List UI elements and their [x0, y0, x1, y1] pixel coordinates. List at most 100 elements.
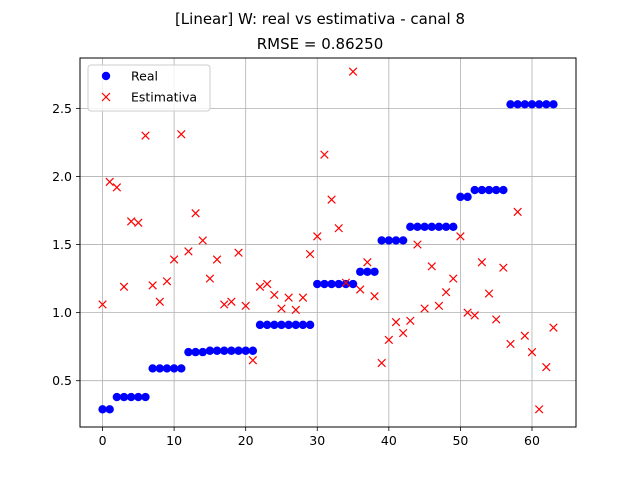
real-point [513, 100, 522, 109]
estimativa-point [370, 292, 379, 301]
real-point [248, 346, 258, 355]
real-point [484, 185, 494, 195]
real-point [234, 346, 243, 355]
y-tick-label: 0.5 [52, 373, 72, 388]
estimativa-point [148, 281, 157, 290]
real-point [148, 364, 157, 373]
real-point [456, 192, 465, 202]
real-point [491, 185, 501, 195]
estimativa-point [298, 293, 308, 302]
real-point [406, 222, 415, 232]
estimativa-point [227, 297, 236, 306]
estimativa-point [534, 405, 544, 414]
estimativa-point [184, 247, 193, 256]
real-point [398, 236, 408, 245]
estimativa-point [377, 358, 386, 368]
real-point [313, 279, 322, 289]
estimativa-point [391, 317, 401, 327]
estimativa-point [484, 289, 494, 298]
real-point [105, 405, 114, 414]
estimativa-point [241, 301, 250, 311]
real-point [470, 185, 479, 195]
real-point [284, 320, 293, 330]
legend: Real Estimativa [87, 64, 211, 112]
real-point [126, 392, 136, 402]
real-point [270, 320, 279, 330]
legend-estimativa-label: Estimativa [131, 90, 197, 105]
real-point [320, 279, 329, 289]
real-point [277, 320, 286, 330]
estimativa-point [456, 232, 465, 241]
real-point [155, 364, 165, 373]
real-point [205, 346, 215, 355]
estimativa-point [277, 304, 286, 313]
estimativa-point [112, 183, 122, 192]
estimativa-point [406, 316, 415, 326]
real-point [449, 222, 458, 232]
x-tick-label: 20 [238, 433, 254, 448]
real-point [262, 320, 272, 330]
real-point [527, 100, 537, 109]
real-point [241, 346, 250, 355]
real-point [542, 100, 551, 109]
real-point [520, 100, 530, 109]
real-point [298, 320, 308, 330]
estimativa-point [212, 255, 222, 264]
estimativa-point [363, 258, 372, 267]
estimativa-point [248, 356, 258, 365]
real-point [413, 222, 422, 232]
estimativa-point [434, 301, 444, 311]
real-point [427, 222, 436, 232]
estimativa-point [205, 274, 215, 283]
chart-title: [Linear] W: real vs estimativa - canal 8 [175, 10, 465, 28]
estimativa-point [119, 282, 129, 291]
real-point [184, 347, 193, 357]
estimativa-point [320, 150, 329, 159]
estimativa-point [355, 285, 365, 294]
estimativa-point [420, 304, 429, 313]
estimativa-point [398, 328, 408, 338]
estimativa-point [449, 274, 458, 283]
estimativa-point [270, 290, 279, 300]
estimativa-point [162, 277, 172, 286]
x-axis: 0 10 20 30 40 50 60 [99, 427, 540, 448]
estimativa-point [542, 362, 551, 372]
estimativa-point [126, 217, 136, 226]
estimativa-point [219, 300, 229, 309]
real-point [477, 185, 487, 195]
real-point [191, 347, 200, 357]
estimativa-point [141, 131, 150, 140]
real-point [334, 279, 343, 289]
legend-real-label: Real [131, 69, 158, 84]
real-point [212, 346, 222, 355]
x-tick-label: 0 [99, 433, 107, 448]
estimativa-point [134, 218, 143, 227]
estimativa-point [491, 315, 501, 324]
estimativa-point [463, 308, 472, 317]
estimativa-point [327, 195, 336, 204]
estimativa-point [291, 305, 301, 315]
estimativa-point [427, 262, 437, 271]
real-point [134, 392, 143, 402]
estimativa-point [413, 240, 422, 249]
real-point [169, 364, 179, 373]
real-point [255, 320, 265, 330]
y-tick-label: 2.0 [52, 169, 72, 184]
real-point [327, 279, 336, 289]
y-tick-label: 1.0 [52, 305, 72, 320]
estimativa-point [441, 287, 451, 297]
real-point [162, 364, 172, 373]
estimativa-point [284, 293, 293, 302]
estimativa-point [255, 282, 265, 291]
estimativa-point [527, 347, 537, 357]
real-point [220, 346, 229, 355]
real-point [463, 192, 472, 202]
estimativa-point [499, 263, 508, 272]
x-tick-label: 30 [309, 433, 325, 448]
estimativa-point [477, 258, 487, 267]
x-tick-label: 60 [524, 433, 540, 448]
real-point [506, 100, 515, 109]
y-tick-label: 2.5 [52, 101, 72, 116]
x-tick-label: 50 [452, 433, 468, 448]
